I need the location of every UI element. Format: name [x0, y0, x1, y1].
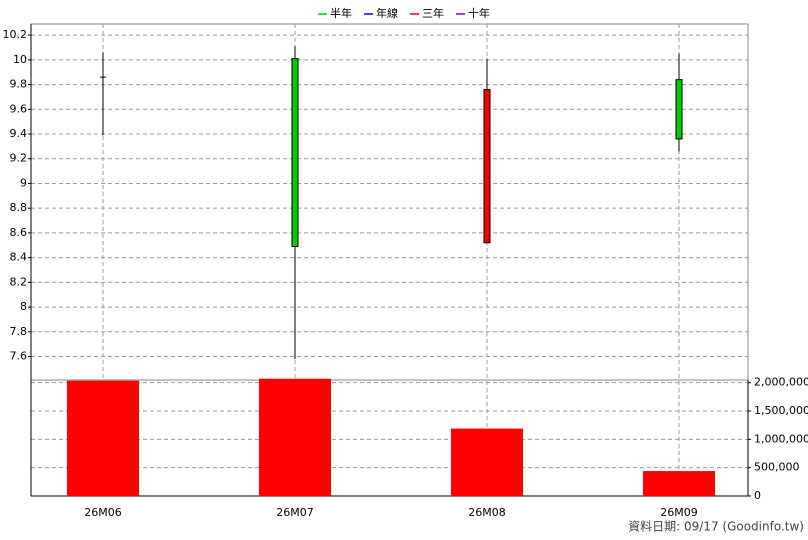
y-tick-label: 8.6 — [10, 226, 28, 239]
volume-bar — [67, 380, 139, 496]
y-tick-label: 9.2 — [10, 152, 28, 165]
y-tick-label: 8.8 — [10, 201, 28, 214]
candle-body — [675, 79, 683, 140]
legend-label: 年線 — [376, 6, 398, 20]
y2-tick-label: 0 — [754, 489, 761, 502]
legend-label: 半年 — [330, 6, 352, 20]
y-tick-label: 10.2 — [3, 28, 28, 41]
y-tick-label: 7.6 — [10, 350, 28, 363]
y2-tick-label: 2,000,000 — [754, 376, 808, 389]
y-tick-label: 9.4 — [10, 127, 28, 140]
footnote: 資料日期: 09/17 (Goodinfo.tw) — [628, 520, 804, 534]
y-tick-label: 9 — [20, 176, 27, 189]
y-tick-label: 8 — [20, 300, 27, 313]
y-tick-label: 10 — [13, 53, 27, 66]
legend-label: 十年 — [468, 6, 490, 20]
y2-tick-label: 1,500,000 — [754, 404, 808, 417]
y2-tick-label: 1,000,000 — [754, 432, 808, 445]
y-tick-label: 9.6 — [10, 102, 28, 115]
y-tick-label: 7.8 — [10, 325, 28, 338]
volume-bar — [259, 378, 331, 496]
volume-bar — [451, 428, 523, 496]
candle-body — [291, 58, 299, 247]
y2-tick-label: 500,000 — [754, 461, 800, 474]
volume-bar — [643, 471, 715, 496]
candle-body — [483, 89, 491, 244]
legend-label: 三年 — [422, 6, 444, 20]
x-tick-label: 26M08 — [468, 506, 506, 519]
x-tick-label: 26M07 — [276, 506, 314, 519]
y-tick-label: 8.2 — [10, 275, 28, 288]
y-tick-label: 8.4 — [10, 251, 28, 264]
x-tick-label: 26M06 — [84, 506, 122, 519]
y-tick-label: 9.8 — [10, 78, 28, 91]
x-tick-label: 26M09 — [660, 506, 698, 519]
